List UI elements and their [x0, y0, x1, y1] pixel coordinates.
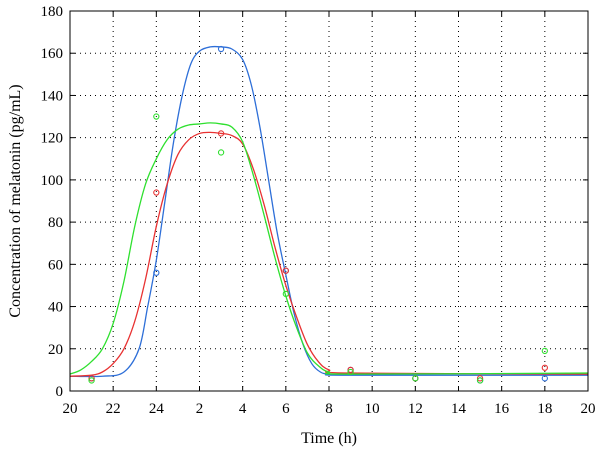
series-3-data-point [153, 113, 160, 120]
y-tick-label: 60 [48, 257, 63, 273]
y-tick-label: 120 [41, 131, 64, 147]
y-tick-label: 180 [41, 4, 64, 20]
grid-layer [70, 11, 588, 391]
x-tick-label: 4 [239, 401, 247, 417]
x-tick-label: 24 [149, 401, 165, 417]
series-2-data-point [88, 375, 95, 382]
x-tick-label: 10 [365, 401, 380, 417]
x-tick-label: 6 [282, 401, 290, 417]
series-1-data-point [217, 45, 225, 53]
y-tick-label: 40 [48, 300, 63, 316]
tick-layer [69, 10, 589, 392]
series-3-data-point [88, 377, 95, 384]
x-tick-label: 12 [408, 401, 423, 417]
x-tick-labels: 20 22 24 2 4 6 8 10 12 14 16 18 20 [63, 401, 596, 417]
observed-points [88, 45, 548, 384]
fitted-curves [69, 45, 589, 378]
series-2-data-point [153, 189, 160, 196]
series-3-data-point [412, 375, 419, 382]
x-tick-label: 18 [537, 401, 552, 417]
series-2-data-point [217, 130, 225, 137]
y-tick-label: 0 [56, 384, 64, 400]
x-tick-label: 16 [494, 401, 510, 417]
series-1-fitted-curve [69, 45, 589, 378]
series-3-data-point [217, 149, 225, 156]
y-tick-label: 20 [48, 342, 63, 358]
y-axis-label: Concentration of melatonin (pg/mL) [7, 84, 24, 317]
series-2-data-point [541, 364, 548, 371]
series-2-data-point [347, 366, 354, 374]
y-tick-labels: 0 20 40 60 80 100 120 140 160 180 [41, 4, 64, 400]
series-2-data-point [282, 267, 289, 274]
y-tick-label: 100 [41, 173, 64, 189]
x-axis-label: Time (h) [301, 430, 357, 447]
series-3-data-point [476, 377, 484, 384]
series-3-data-point [282, 290, 289, 298]
x-tick-label: 20 [581, 401, 596, 417]
series-3-data-point [541, 347, 548, 355]
x-tick-label: 8 [325, 401, 333, 417]
y-tick-label: 140 [41, 88, 64, 104]
x-tick-label: 22 [106, 401, 121, 417]
x-tick-label: 2 [196, 401, 204, 417]
y-tick-label: 80 [48, 215, 63, 231]
series-3-fitted-curve [69, 122, 589, 375]
x-tick-label: 14 [451, 401, 467, 417]
series-3-data-point [347, 368, 354, 376]
series-2-data-point [476, 375, 484, 382]
series-1-data-point [541, 375, 548, 382]
series-1-data-point [153, 269, 160, 276]
x-tick-label: 20 [63, 401, 78, 417]
y-tick-label: 160 [41, 46, 64, 62]
series-2-fitted-curve [69, 131, 589, 377]
